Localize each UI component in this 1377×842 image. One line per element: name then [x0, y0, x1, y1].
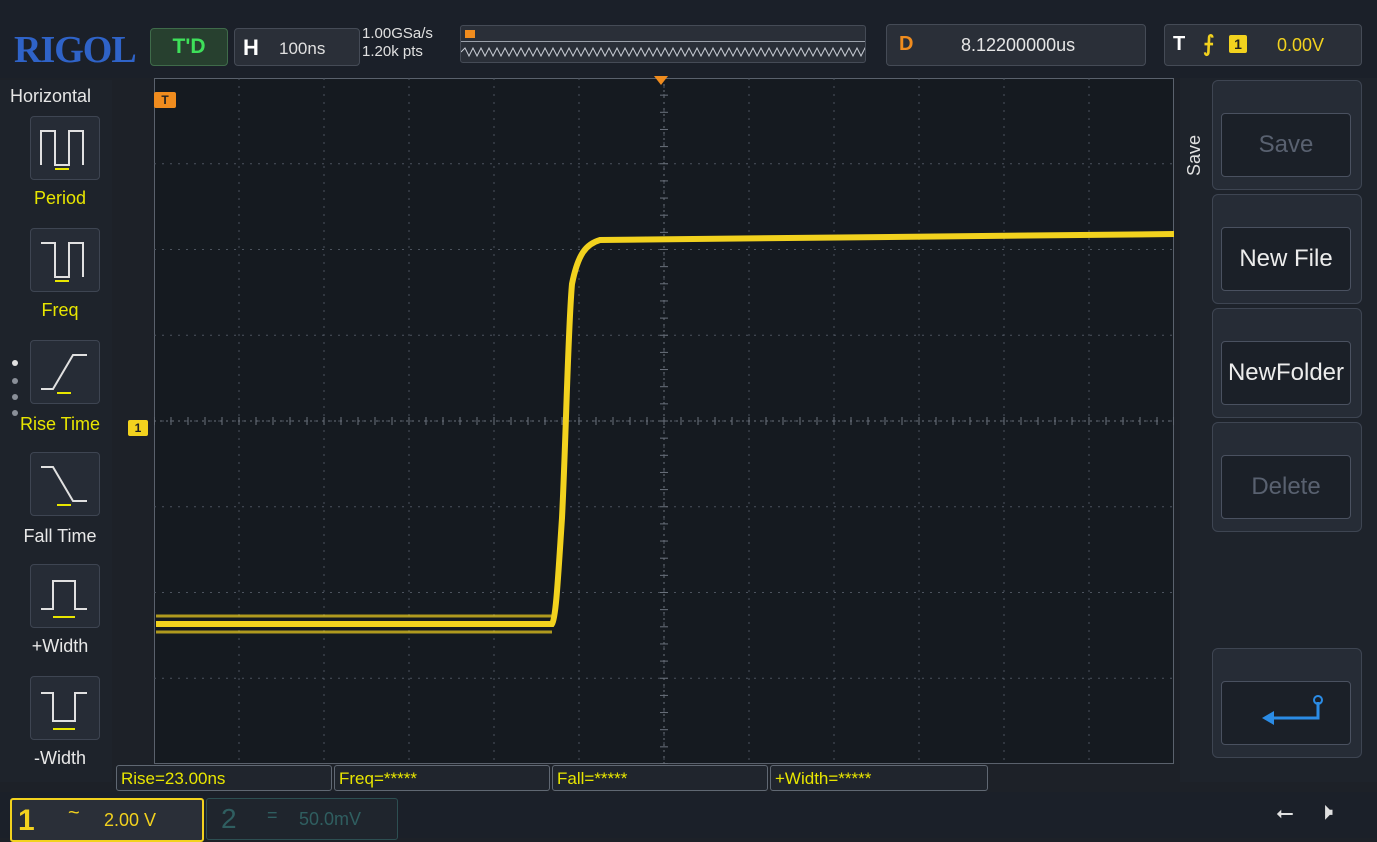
negative-width-icon	[41, 692, 87, 730]
period-label: Period	[33, 188, 87, 208]
waveform-display[interactable]	[154, 78, 1174, 764]
rigol-logo: RIGOL	[14, 29, 137, 71]
fall-time-icon	[41, 466, 87, 506]
positive-width-label: +Width	[31, 636, 89, 656]
horizontal-label: H	[243, 35, 259, 60]
memory-depth: 1.20k pts	[362, 43, 423, 60]
new-folder-softkey[interactable]: NewFolder	[1212, 308, 1362, 418]
channel1-number: 1	[18, 804, 35, 837]
left-measure-menu	[0, 80, 112, 782]
return-button[interactable]	[1221, 681, 1351, 745]
period-button[interactable]	[30, 116, 100, 180]
new-folder-button[interactable]: NewFolder	[1221, 341, 1351, 405]
save-button[interactable]: Save	[1221, 113, 1351, 177]
new-file-softkey[interactable]: New File	[1212, 194, 1362, 304]
memory-overview-waveform	[460, 25, 870, 63]
channel1-scale: 2.00 V	[104, 810, 157, 830]
ac-coupling-icon: ~	[68, 802, 80, 824]
waveform-overview-icon	[460, 30, 870, 58]
freq-measurement: Freq=*****	[334, 765, 550, 791]
channel1-status[interactable]: 1 ~ 2.00 V	[10, 798, 204, 842]
freq-label: Freq	[41, 300, 79, 320]
trigger-source-badge: 1	[1229, 35, 1247, 53]
negative-width-button[interactable]	[30, 676, 100, 740]
freq-button[interactable]	[30, 228, 100, 292]
trigger-label: T	[1173, 33, 1186, 55]
positive-width-button[interactable]	[30, 564, 100, 628]
run-status-badge: T'D	[150, 28, 228, 66]
trigger-point-arrow-icon	[654, 76, 668, 85]
rise-measurement: Rise=23.00ns	[116, 765, 332, 791]
period-icon	[40, 130, 84, 170]
delay-box[interactable]: D 8.12200000us	[886, 24, 1146, 66]
graticule	[154, 78, 1174, 764]
positive-width-measurement: +Width=*****	[770, 765, 988, 791]
fall-measurement: Fall=*****	[552, 765, 768, 791]
menu-page-dot	[12, 410, 18, 416]
negative-width-label: -Width	[33, 748, 86, 768]
positive-width-icon	[41, 580, 87, 618]
return-icon	[1262, 695, 1323, 725]
channel2-scale: 50.0mV	[299, 809, 362, 829]
trigger-box[interactable]: T ⨍ 1 0.00V	[1164, 24, 1362, 66]
sample-rate: 1.00GSa/s	[362, 25, 433, 42]
delay-label: D	[899, 33, 914, 55]
menu-title: Horizontal	[10, 86, 92, 106]
delay-value: 8.12200000us	[961, 35, 1076, 55]
fall-time-label: Fall Time	[23, 526, 97, 546]
trigger-position-marker: T	[154, 92, 176, 108]
channel2-status[interactable]: 2 = 50.0mV	[206, 798, 398, 840]
delete-button[interactable]: Delete	[1221, 455, 1351, 519]
speaker-icon[interactable]: 🕨	[1318, 798, 1334, 825]
rising-edge-icon: ⨍	[1203, 31, 1215, 56]
dc-coupling-icon: =	[267, 805, 278, 825]
save-menu-title: Save	[1184, 134, 1204, 176]
menu-page-dot	[12, 360, 18, 366]
horizontal-timebase-box[interactable]: H 100ns	[234, 28, 360, 66]
timebase-value: 100ns	[279, 39, 326, 58]
save-softkey[interactable]: Save	[1212, 80, 1362, 190]
rise-time-icon	[41, 354, 87, 394]
return-softkey[interactable]	[1212, 648, 1362, 758]
freq-icon	[41, 242, 84, 282]
channel1-offset-marker[interactable]: 1	[128, 420, 148, 436]
menu-page-dot	[12, 394, 18, 400]
fall-time-button[interactable]	[30, 452, 100, 516]
new-file-button[interactable]: New File	[1221, 227, 1351, 291]
delete-softkey[interactable]: Delete	[1212, 422, 1362, 532]
rise-time-button[interactable]	[30, 340, 100, 404]
channel2-number: 2	[221, 803, 237, 834]
trigger-level: 0.00V	[1277, 35, 1325, 55]
rise-time-label: Rise Time	[19, 414, 100, 434]
usb-icon: ⭠	[1276, 800, 1294, 825]
menu-page-dot	[12, 378, 18, 384]
